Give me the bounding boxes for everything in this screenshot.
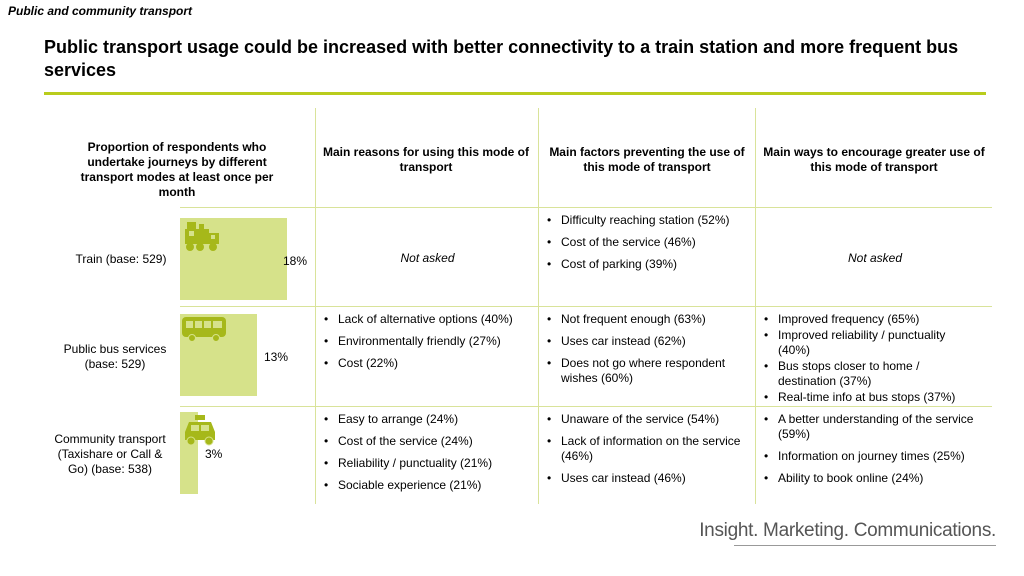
list-item: Difficulty reaching station (52%) (545, 213, 750, 228)
list-item: Easy to arrange (24%) (322, 412, 534, 427)
footer-underline (734, 545, 996, 546)
list-item: Cost (22%) (322, 356, 534, 371)
train-icon (185, 222, 219, 251)
list-item: Lack of alternative options (40%) (322, 312, 534, 327)
list-item: Uses car instead (46%) (545, 471, 750, 486)
bar-value-bus: 13% (264, 350, 289, 364)
list-item: Improved reliability / punctuality (40%) (762, 328, 980, 358)
column-header-ways: Main ways to encourage greater use of th… (763, 145, 985, 174)
list-item: Reliability / punctuality (21%) (322, 456, 534, 471)
factors-bus-list: Not frequent enough (63%) Uses car inste… (545, 312, 750, 393)
ways-train-note: Not asked (847, 251, 903, 265)
list-item: Unaware of the service (54%) (545, 412, 750, 427)
factors-community-list: Unaware of the service (54%) Lack of inf… (545, 412, 750, 493)
list-item: Does not go where respondent wishes (60%… (545, 356, 750, 386)
list-item: Sociable experience (21%) (322, 478, 534, 493)
column-header-reasons: Main reasons for using this mode of tran… (322, 145, 530, 174)
bar-value-community: 3% (205, 447, 223, 461)
list-item: Cost of the service (24%) (322, 434, 534, 449)
list-item: Not frequent enough (63%) (545, 312, 750, 327)
list-item: Improved frequency (65%) (762, 312, 980, 327)
column-header-proportion: Proportion of respondents who undertake … (80, 140, 274, 199)
list-item: Environmentally friendly (27%) (322, 334, 534, 349)
grid-hline (180, 207, 992, 208)
list-item: Bus stops closer to home / destination (… (762, 359, 980, 389)
grid-hline (180, 306, 992, 307)
ways-community-list: A better understanding of the service (5… (762, 412, 984, 493)
grid-hline (180, 406, 992, 407)
row-label-train: Train (base: 529) (75, 252, 167, 266)
section-label: Public and community transport (8, 4, 193, 18)
list-item: Uses car instead (62%) (545, 334, 750, 349)
ways-bus-list: Improved frequency (65%) Improved reliab… (762, 312, 980, 406)
list-item: Information on journey times (25%) (762, 449, 984, 464)
column-header-factors: Main factors preventing the use of this … (549, 145, 745, 174)
list-item: Cost of the service (46%) (545, 235, 750, 250)
factors-train-list: Difficulty reaching station (52%) Cost o… (545, 213, 750, 279)
list-item: Cost of parking (39%) (545, 257, 750, 272)
list-item: Ability to book online (24%) (762, 471, 984, 486)
list-item: Real-time info at bus stops (37%) (762, 390, 980, 405)
bar-value-train: 18% (283, 254, 308, 268)
reasons-community-list: Easy to arrange (24%) Cost of the servic… (322, 412, 534, 500)
page-title: Public transport usage could be increase… (44, 37, 959, 80)
brand-tagline: Insight. Marketing. Communications. (699, 520, 996, 541)
list-item: A better understanding of the service (5… (762, 412, 984, 442)
list-item: Lack of information on the service (46%) (545, 434, 750, 464)
taxi-icon (185, 415, 215, 446)
reasons-train-note: Not asked (400, 251, 455, 265)
title-underline (44, 92, 986, 95)
bus-icon (182, 317, 226, 342)
row-label-bus: Public bus services (base: 529) (63, 342, 167, 371)
reasons-bus-list: Lack of alternative options (40%) Enviro… (322, 312, 534, 378)
row-label-community: Community transport (Taxishare or Call &… (54, 432, 166, 476)
